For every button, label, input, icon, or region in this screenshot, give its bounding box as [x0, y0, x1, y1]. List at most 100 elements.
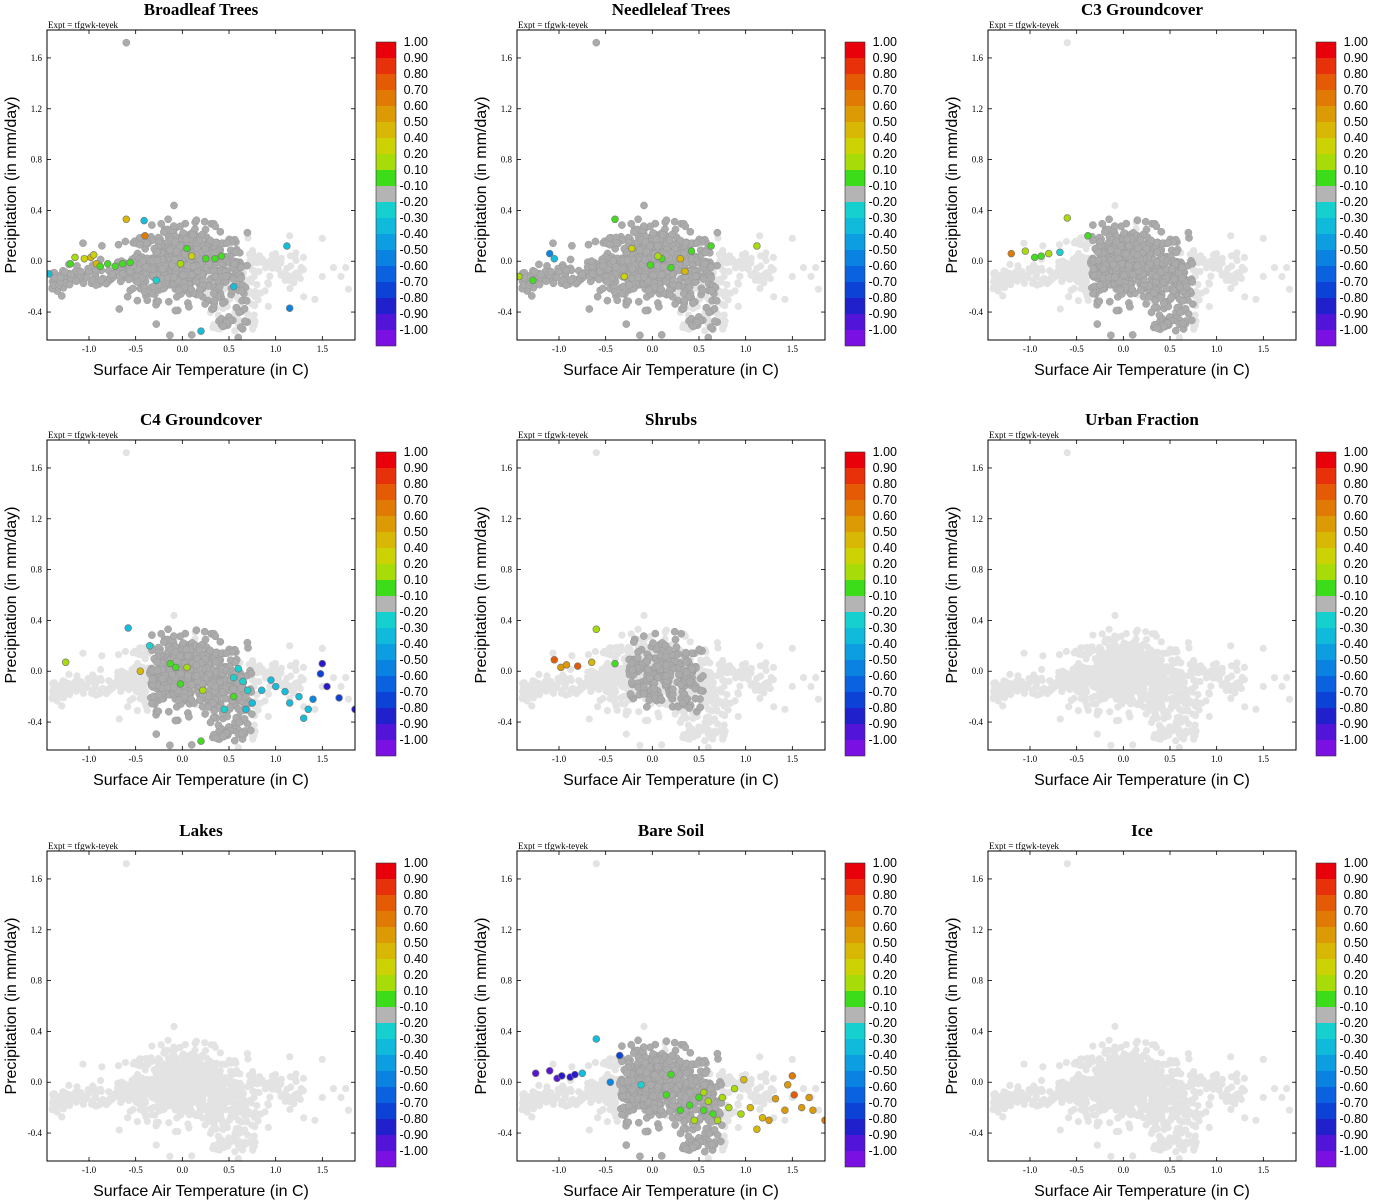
y-axis-label: Precipitation (in mm/day): [473, 97, 490, 274]
colorbar-label: 0.40: [404, 541, 428, 555]
neutral-point: [157, 219, 166, 228]
colored-point: [707, 242, 715, 250]
colorbar-label: 0.80: [1344, 67, 1368, 81]
background-point: [1065, 293, 1073, 301]
y-tick-label: 0.0: [31, 666, 43, 676]
background-point: [1228, 262, 1236, 270]
neutral-point: [241, 692, 250, 701]
background-point: [757, 262, 765, 270]
background-point: [756, 232, 764, 240]
background-point: [1285, 285, 1294, 293]
neutral-point: [618, 289, 626, 298]
neutral-point: [221, 272, 230, 281]
neutral-point: [118, 269, 127, 278]
background-point: [337, 272, 345, 281]
neutral-point: [152, 320, 161, 328]
colorbar-swatch: [1316, 250, 1336, 266]
background-point: [618, 700, 626, 708]
colored-point: [183, 244, 191, 253]
x-tick-label: 1.0: [740, 344, 752, 354]
background-point: [250, 311, 258, 319]
neutral-point: [237, 263, 245, 272]
background-point: [719, 325, 727, 333]
colored-point: [285, 699, 294, 707]
colorbar-label: 0.20: [1344, 147, 1368, 161]
background-point: [1066, 275, 1074, 283]
background-point: [50, 691, 58, 699]
x-tick-label: 0.0: [1118, 344, 1130, 354]
colorbar-swatch: [376, 106, 396, 122]
colorbar: 1.000.900.800.700.600.500.400.200.10-0.1…: [844, 35, 897, 347]
colored-point: [229, 692, 238, 701]
neutral-point: [1127, 285, 1136, 293]
neutral-point: [169, 632, 178, 640]
neutral-point: [1178, 263, 1186, 272]
neutral-point: [133, 278, 142, 286]
background-point: [769, 253, 778, 261]
colorbar-swatch: [376, 90, 396, 106]
neutral-point: [206, 646, 215, 655]
neutral-point: [210, 296, 219, 305]
neutral-point: [649, 229, 657, 237]
neutral-point: [1107, 331, 1115, 340]
neutral-point: [189, 262, 198, 271]
colored-point: [550, 254, 559, 263]
colored-point: [628, 244, 636, 253]
background-point: [1018, 268, 1026, 276]
background-point: [318, 234, 326, 242]
background-point: [264, 689, 272, 697]
neutral-point: [1105, 215, 1113, 224]
neutral-point: [1094, 248, 1102, 257]
colorbar-label: -0.10: [1340, 179, 1369, 193]
background-point: [1111, 201, 1119, 210]
neutral-point: [139, 257, 147, 265]
neutral-point: [649, 271, 658, 280]
neutral-point: [210, 706, 219, 715]
neutral-point: [1179, 296, 1187, 305]
colorbar-label: -0.90: [1340, 307, 1369, 321]
neutral-point: [686, 227, 695, 236]
background-point: [1278, 272, 1286, 281]
neutral-point: [223, 649, 231, 657]
neutral-point: [622, 320, 631, 328]
colorbar-swatch: [376, 516, 396, 532]
background-point: [126, 677, 134, 686]
neutral-point: [166, 246, 174, 254]
neutral-point: [221, 694, 230, 703]
background-point: [606, 644, 614, 652]
background-point: [756, 276, 764, 285]
neutral-point: [680, 296, 689, 305]
background-point: [756, 284, 764, 292]
colorbar-label: 0.20: [404, 147, 428, 161]
background-point: [342, 674, 350, 682]
background-point: [1259, 272, 1267, 281]
neutral-point: [542, 277, 551, 286]
colored-point: [1007, 249, 1016, 258]
background-point: [318, 272, 326, 281]
colorbar-label: 0.10: [1344, 163, 1368, 177]
neutral-point: [1112, 237, 1121, 246]
neutral-point: [122, 38, 131, 47]
y-tick-label: -0.4: [28, 307, 43, 317]
neutral-point: [247, 669, 256, 678]
neutral-point: [713, 228, 722, 237]
neutral-point: [56, 273, 65, 282]
neutral-point: [171, 256, 179, 264]
colorbar-swatch: [376, 548, 396, 564]
y-tick-label: 1.6: [31, 53, 43, 63]
background-point: [221, 285, 229, 293]
neutral-point: [171, 237, 180, 246]
neutral-point: [698, 286, 707, 295]
colorbar-label: 1.00: [404, 445, 428, 459]
colorbar-swatch: [376, 170, 396, 186]
y-tick-label: -0.4: [498, 307, 513, 317]
y-tick-label: 0.0: [972, 256, 984, 266]
neutral-point: [97, 276, 105, 284]
colored-point: [197, 737, 205, 745]
neutral-point: [72, 277, 81, 286]
neutral-point: [1160, 322, 1168, 331]
background-point: [57, 683, 65, 692]
colorbar-label: -0.70: [400, 685, 429, 699]
x-tick-label: 1.5: [317, 344, 329, 354]
background-point: [136, 644, 144, 652]
